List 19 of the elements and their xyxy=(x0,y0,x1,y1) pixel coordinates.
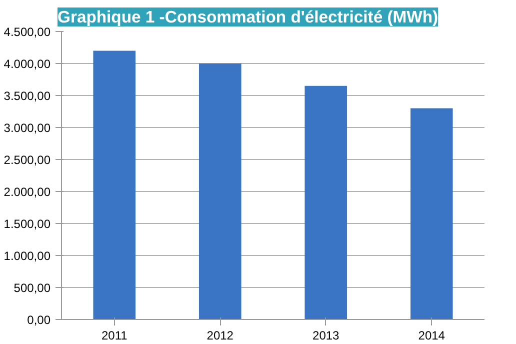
y-tick-label: 0,00 xyxy=(27,313,51,327)
y-tick-label: 1.000,00 xyxy=(4,249,51,263)
y-tick-label: 500,00 xyxy=(14,281,51,295)
x-tick-label: 2011 xyxy=(101,328,128,342)
x-tick-label: 2012 xyxy=(206,328,234,342)
y-tick-label: 4.000,00 xyxy=(4,57,51,71)
y-tick-label: 2.500,00 xyxy=(4,153,51,167)
y-tick-label: 1.500,00 xyxy=(4,217,51,231)
y-tick-label: 4.500,00 xyxy=(4,25,51,39)
y-tick-label: 3.500,00 xyxy=(4,89,51,103)
y-tick-label: 3.000,00 xyxy=(4,121,51,135)
bar xyxy=(410,108,453,320)
y-tick-label: 2.000,00 xyxy=(4,185,51,199)
bar xyxy=(93,50,136,320)
chart-title: Graphique 1 -Consommation d'électricité (MWh) xyxy=(58,8,438,26)
x-tick-label: 2013 xyxy=(312,328,340,342)
bar xyxy=(198,64,242,320)
x-tick-label: 2014 xyxy=(418,328,446,342)
bar xyxy=(304,86,348,320)
